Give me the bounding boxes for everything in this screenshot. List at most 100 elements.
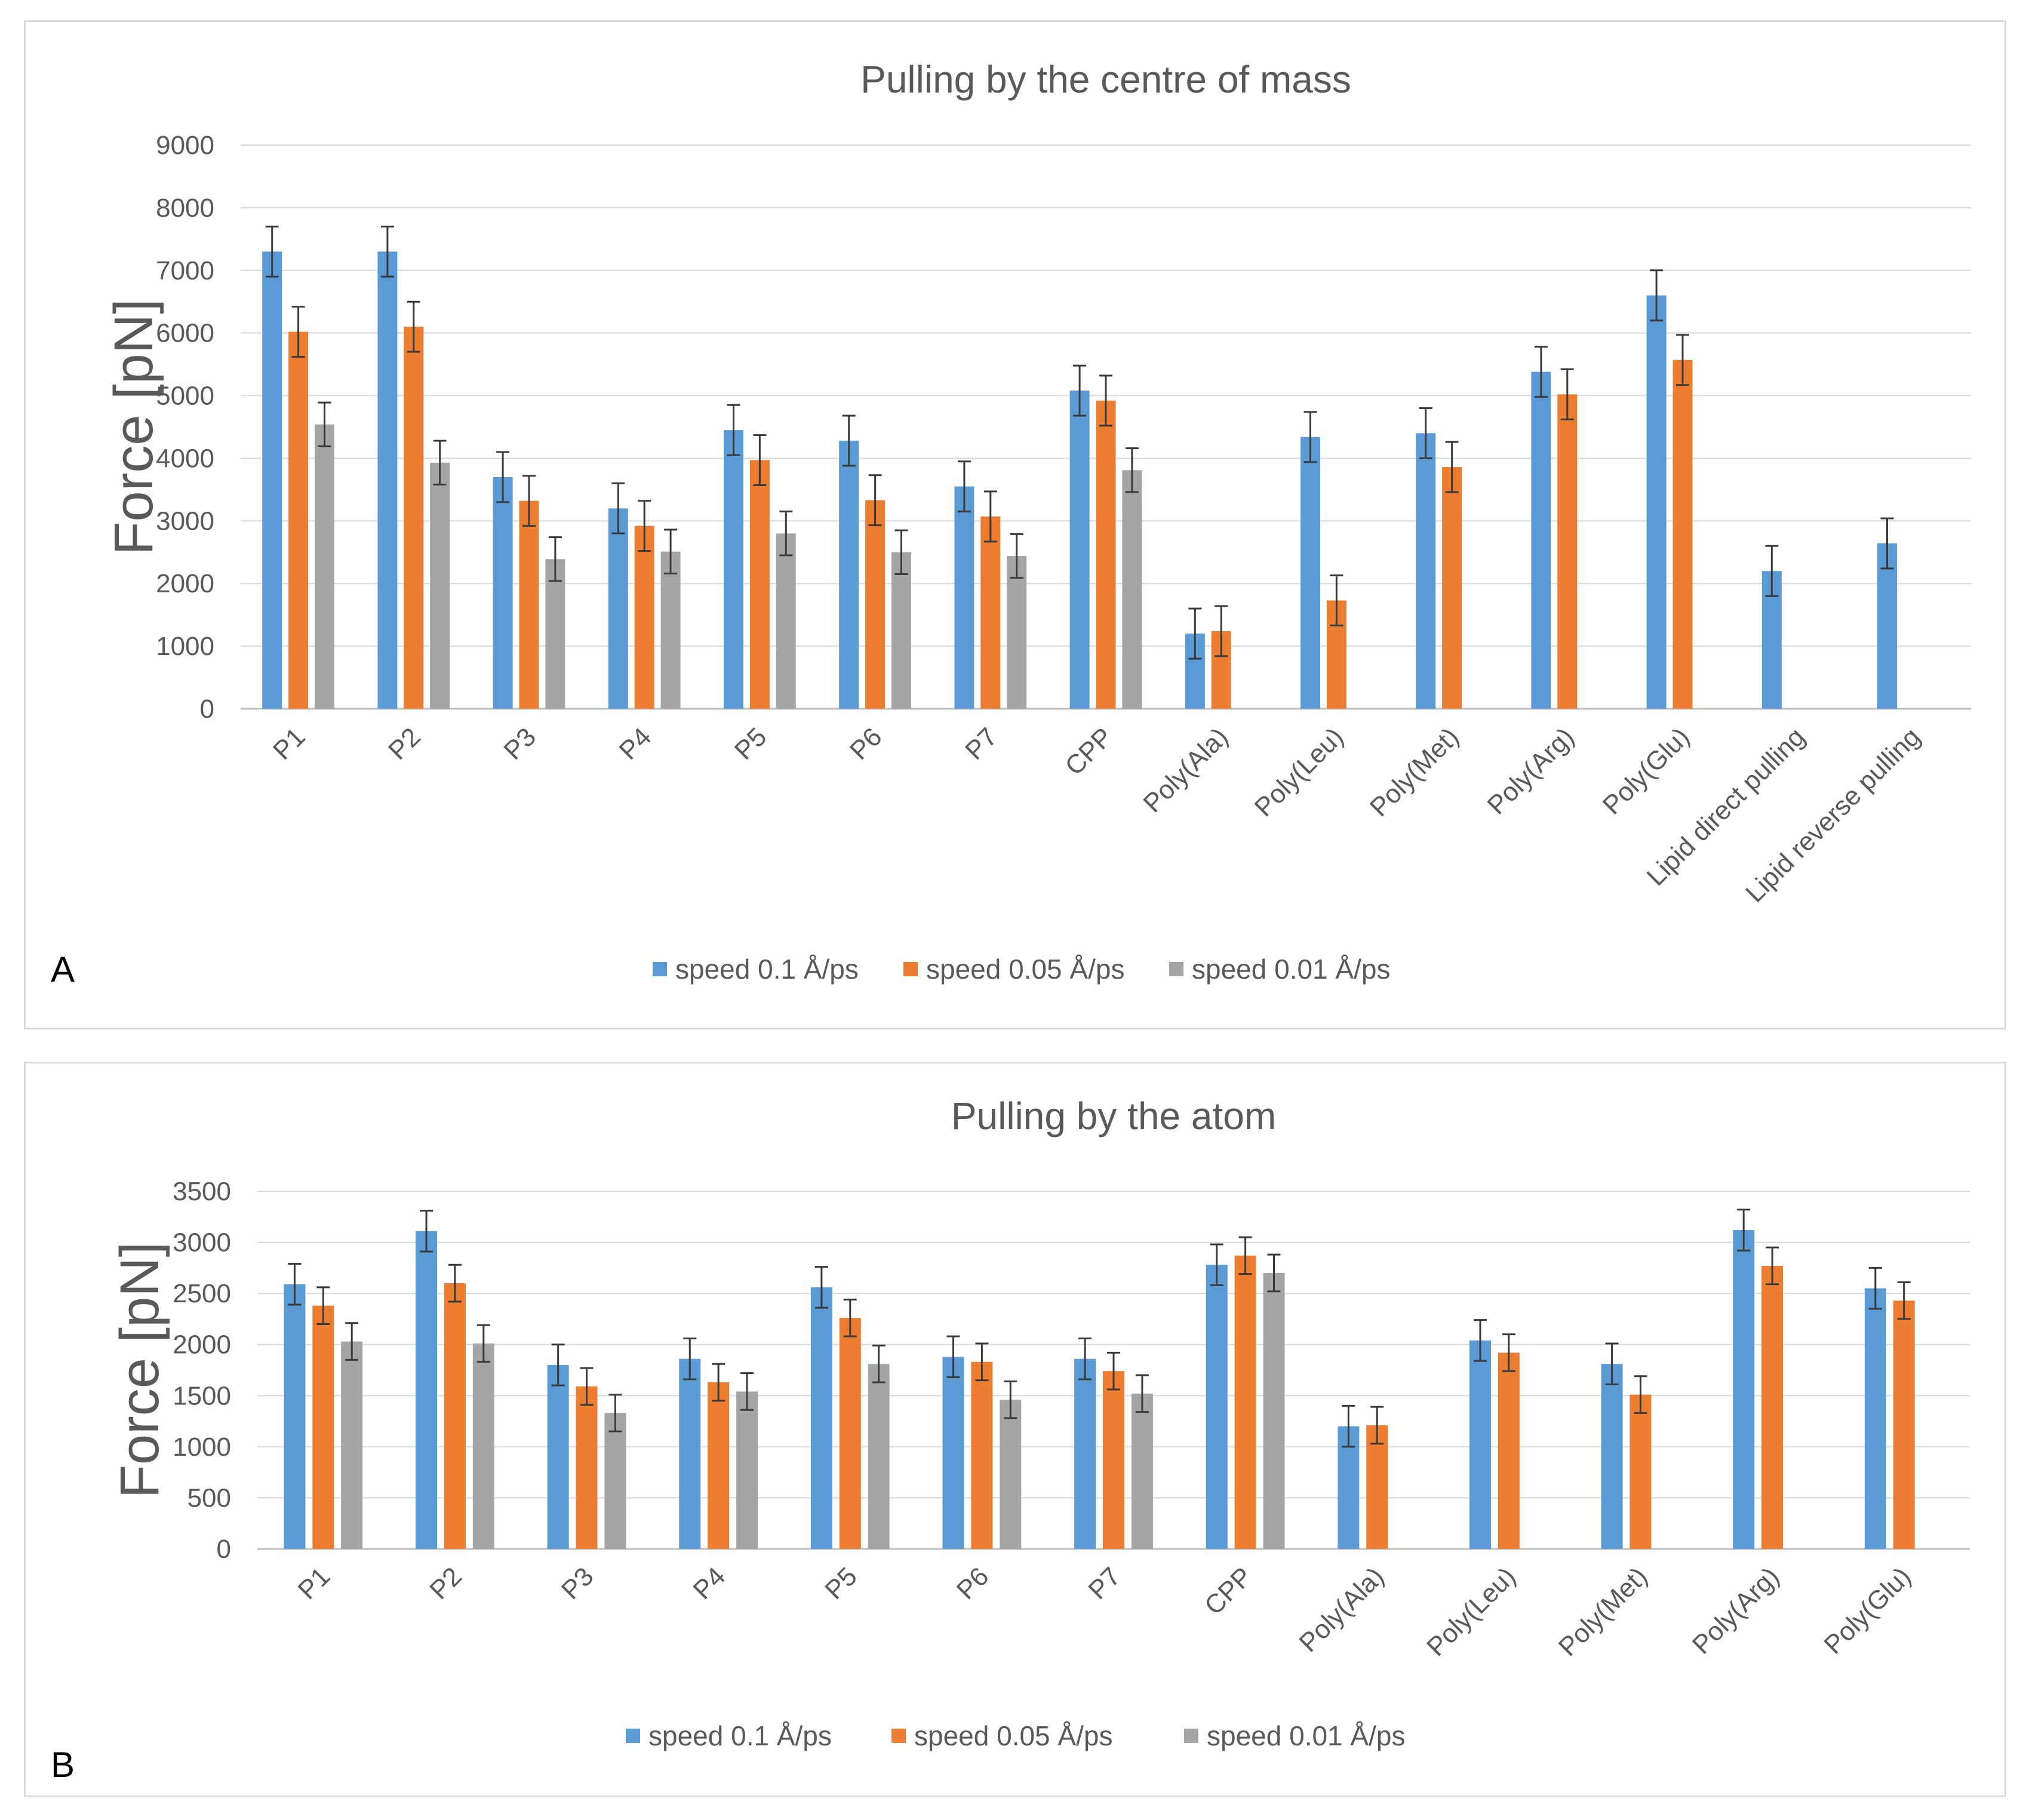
x-tick-label: P1 xyxy=(293,1561,336,1605)
bar xyxy=(810,1287,832,1549)
legend-entry: speed 0.05 Å/ps xyxy=(926,954,1124,985)
chart-b-svg: Pulling by the atom Force [pN] 0 500 1000 150… xyxy=(109,1095,1970,1751)
bar xyxy=(493,476,513,709)
bar xyxy=(1206,1265,1228,1549)
legend-swatch xyxy=(626,1729,640,1743)
bar xyxy=(839,1318,861,1549)
legend-swatch xyxy=(1169,962,1183,976)
y-tick-label: 4000 xyxy=(156,444,214,473)
y-tick-label: 1000 xyxy=(173,1432,231,1462)
x-tick-label: P2 xyxy=(424,1561,468,1605)
bar xyxy=(341,1341,363,1549)
x-tick-label: P3 xyxy=(556,1561,599,1605)
bar xyxy=(1672,359,1693,709)
bar xyxy=(608,508,628,709)
bar xyxy=(262,251,282,709)
bar xyxy=(660,551,681,709)
chart-panel-a: Pulling by the centre of mass Force [pN] 0… xyxy=(24,20,2006,1029)
y-tick-label: 6000 xyxy=(156,319,214,348)
chart-title-b: Pulling by the atom xyxy=(951,1095,1276,1138)
x-tick-label: Poly(Met) xyxy=(1364,722,1465,822)
chart-title-a: Pulling by the centre of mass xyxy=(860,58,1351,101)
x-tick-label: Poly(Arg) xyxy=(1482,722,1580,820)
bar xyxy=(576,1386,598,1549)
x-tick-label: Poly(Arg) xyxy=(1687,1561,1785,1659)
bar xyxy=(1893,1301,1915,1549)
bar xyxy=(377,251,398,709)
legend-entry: speed 0.01 Å/ps xyxy=(1207,1720,1405,1751)
bar xyxy=(314,424,334,709)
bar xyxy=(1864,1288,1886,1549)
x-tick-label: P5 xyxy=(729,722,773,765)
y-tick-label: 3000 xyxy=(173,1228,231,1258)
x-tick-label: Poly(Glu) xyxy=(1818,1561,1916,1659)
x-tick-label: CPP xyxy=(1059,722,1118,781)
bar xyxy=(971,1361,993,1549)
y-tick-label: 0 xyxy=(200,694,214,724)
bar xyxy=(1416,433,1436,709)
x-tick-label: Poly(Ala) xyxy=(1293,1561,1389,1658)
bar xyxy=(749,460,770,709)
bar xyxy=(1469,1340,1491,1549)
legend-entry: speed 0.01 Å/ps xyxy=(1192,954,1390,985)
x-tick-label: P3 xyxy=(498,722,542,765)
x-tick-label: Poly(Leu) xyxy=(1421,1561,1521,1662)
y-tick-label: 9000 xyxy=(156,131,214,160)
bar xyxy=(1601,1364,1623,1549)
bar xyxy=(1263,1272,1285,1549)
y-tick-label: 3000 xyxy=(156,506,214,536)
bar xyxy=(839,441,859,709)
bar xyxy=(1630,1394,1652,1549)
x-tick-label: P7 xyxy=(1083,1561,1126,1605)
legend-entry: speed 0.05 Å/ps xyxy=(914,1720,1112,1751)
bar xyxy=(868,1364,890,1549)
x-tick-label: P2 xyxy=(383,722,426,765)
y-tick-label: 2000 xyxy=(173,1330,231,1360)
bar xyxy=(980,516,1001,709)
bar xyxy=(1646,295,1667,709)
bar xyxy=(1131,1393,1153,1549)
bar xyxy=(1531,371,1551,709)
x-tick-label: P6 xyxy=(951,1561,995,1605)
bar xyxy=(545,559,565,709)
x-tick-label: P6 xyxy=(844,722,888,765)
bar xyxy=(954,486,974,709)
x-tick-label: P4 xyxy=(614,722,657,765)
x-tick-label: P1 xyxy=(268,722,311,765)
bar xyxy=(472,1344,494,1549)
bar xyxy=(891,552,911,709)
x-tick-label: Poly(Ala) xyxy=(1137,722,1234,818)
bar xyxy=(1300,436,1321,709)
x-tick-label: CPP xyxy=(1199,1561,1258,1621)
bar xyxy=(1498,1352,1520,1549)
legend-swatch xyxy=(1184,1729,1198,1743)
y-tick-label: 500 xyxy=(187,1483,231,1512)
bar xyxy=(679,1358,701,1549)
bar xyxy=(1733,1230,1755,1549)
bar xyxy=(942,1357,964,1549)
bar xyxy=(865,500,886,709)
bar xyxy=(1103,1371,1124,1549)
bar xyxy=(1761,1265,1784,1549)
x-tick-label: P7 xyxy=(960,722,1003,765)
bar xyxy=(776,533,796,709)
panel-letter-b: B xyxy=(51,1745,75,1785)
x-tick-label: Poly(Met) xyxy=(1553,1561,1653,1662)
y-tick-label: 0 xyxy=(217,1535,231,1564)
bar xyxy=(736,1391,758,1549)
x-tick-label: P4 xyxy=(688,1561,731,1605)
bar xyxy=(1877,543,1898,709)
bar xyxy=(1234,1255,1256,1549)
bar xyxy=(284,1284,306,1549)
bar xyxy=(1007,556,1027,709)
y-tick-label: 7000 xyxy=(156,256,214,285)
bar xyxy=(1074,1358,1096,1549)
y-tick-label: 2500 xyxy=(173,1279,231,1308)
bar xyxy=(1557,394,1578,709)
bar xyxy=(724,430,744,709)
y-tick-label: 3500 xyxy=(173,1177,231,1206)
bar xyxy=(430,462,450,709)
bar xyxy=(312,1305,334,1549)
bar xyxy=(444,1283,466,1549)
x-tick-label: Poly(Glu) xyxy=(1597,722,1695,820)
